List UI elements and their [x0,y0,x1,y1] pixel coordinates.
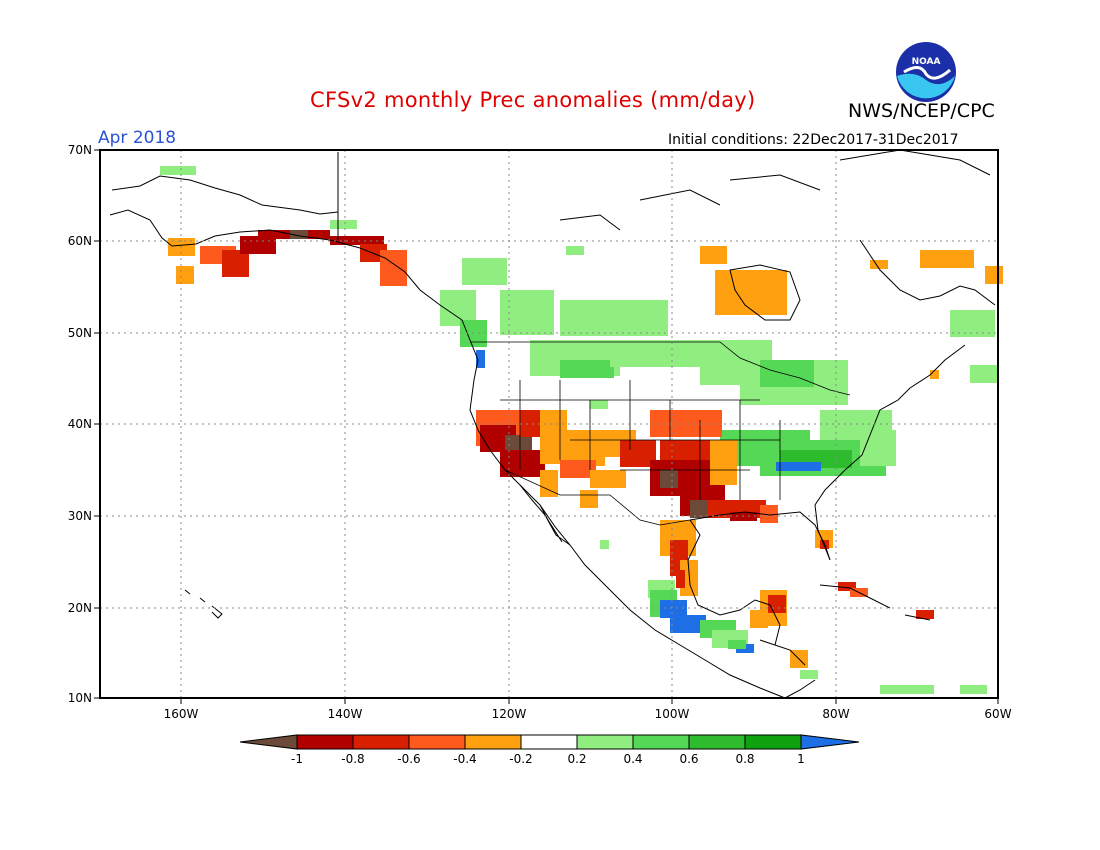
anomaly-cell-orangered [760,505,778,523]
anomaly-cell-blue [776,462,821,471]
anomaly-cell-orange [540,470,558,497]
colorbar-tick-label: -0.2 [509,752,532,766]
anomaly-cell-red [700,500,736,518]
colorbar: -1 -0.8 -0.6 -0.4 -0.2 0.2 0.4 0.6 0.8 1 [239,734,860,766]
anomaly-cell-brown [690,500,708,518]
colorbar-segment [688,734,746,750]
colorbar-segment [408,734,466,750]
colorbar-segment [744,734,802,750]
anomaly-cell-green [728,640,746,649]
lat-label: 40N [68,417,92,431]
anomaly-cell-lightgreen [860,430,896,466]
colorbar-tick-label: 1 [797,752,805,766]
lat-label: 20N [68,601,92,615]
anomaly-cell-blue [660,600,687,618]
colorbar-end-low [239,734,298,750]
anomaly-cell-orange [715,270,787,315]
initial-conditions: Initial conditions: 22Dec2017-31Dec2017 [668,132,959,148]
anomaly-cell-red [838,582,856,591]
anomaly-cell-orange [985,266,1003,284]
anomaly-cell-red [916,610,934,619]
noaa-logo-text: NOAA [912,57,941,67]
anomaly-cell-red [768,595,786,613]
anomaly-cell-lightgreen [566,246,584,255]
colorbar-tick-label: 0.4 [623,752,642,766]
anomaly-cell-orange [710,440,737,485]
forecast-period: Apr 2018 [98,128,177,148]
colorbar-segment [576,734,634,750]
anomaly-cells [160,166,1003,694]
anomaly-cell-lightgreen [590,400,608,409]
anomaly-cell-lightgreen [330,220,357,229]
borders [470,341,851,526]
colorbar-tick-label: 0.2 [567,752,586,766]
colorbar-segment [464,734,522,750]
anomaly-cell-orange [700,246,727,264]
anomaly-cell-red [676,570,685,588]
anomaly-cell-lightgreen [970,365,997,383]
colorbar-segment [352,734,410,750]
colorbar-tick-label: 0.6 [679,752,698,766]
colorbar-segment [520,734,578,750]
anomaly-cell-brown [660,470,678,488]
lat-label: 10N [68,691,92,705]
colorbar-segment [632,734,690,750]
anomaly-cell-orange [870,260,888,269]
gridlines [100,150,998,698]
colorbar-tick-label: -0.8 [341,752,364,766]
tick-marks [94,149,999,704]
anomaly-cell-lightgreen [160,166,196,175]
anomaly-cell-brown [290,230,308,239]
anomaly-cell-orangered [380,250,407,286]
anomaly-cell-orange [580,490,598,508]
anomaly-cell-darkred [240,236,276,254]
anomaly-cell-orange [750,610,768,628]
anomaly-cell-orangered [650,410,722,437]
lat-label: 70N [68,143,92,157]
colorbar-tick-label: -0.4 [453,752,476,766]
colorbar-tick-label: 0.8 [735,752,754,766]
lat-label: 30N [68,509,92,523]
anomaly-cell-lightgreen [880,685,934,694]
anomaly-cell-lightgreen [500,290,554,335]
anomaly-cell-lightgreen [950,310,995,337]
lon-label: 80W [822,707,849,721]
anomaly-cell-blue [670,615,706,633]
anomaly-cell-green [760,360,814,387]
lon-labels: 160W 140W 120W 100W 80W 60W [164,707,1012,721]
anomaly-cell-blue [476,350,485,368]
lat-label: 50N [68,326,92,340]
lon-label: 60W [984,707,1011,721]
anomaly-cell-green [560,360,614,378]
noaa-logo: NOAA [896,42,956,102]
anomaly-cell-orange [590,470,626,488]
anomaly-cell-orangered [560,460,596,478]
anomaly-cell-orange [920,250,974,268]
colorbar-tick-label: -1 [291,752,303,766]
lon-label: 100W [655,707,690,721]
colorbar-tick-label: -0.6 [397,752,420,766]
agency-label: NWS/NCEP/CPC [848,100,995,122]
lon-label: 160W [164,707,199,721]
anomaly-cell-orange [930,370,939,379]
anomaly-cell-red [222,250,249,277]
lon-label: 120W [492,707,527,721]
anomaly-cell-orange [176,266,194,284]
lat-label: 60N [68,234,92,248]
anomaly-cell-darkred [500,450,545,477]
lat-labels: 70N 60N 50N 40N 30N 20N 10N [68,143,92,705]
coastlines [109,149,996,699]
colorbar-end-high [800,734,860,750]
colorbar-segment [296,734,354,750]
anomaly-cell-darkred [330,236,384,245]
anomaly-cell-lightgreen [600,540,609,549]
anomaly-cell-lightgreen [960,685,987,694]
anomaly-cell-lightgreen [560,300,668,336]
anomaly-cell-brown [505,435,532,453]
anomaly-cell-lightgreen [800,670,818,679]
lon-label: 140W [328,707,363,721]
map-title: CFSv2 monthly Prec anomalies (mm/day) [310,88,756,112]
anomaly-cell-lightgreen [462,258,507,285]
